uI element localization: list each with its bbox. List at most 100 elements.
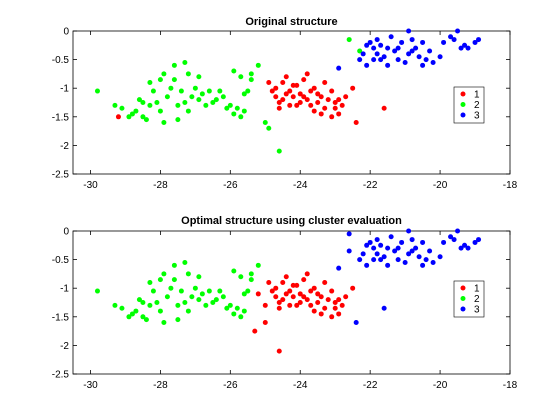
data-point-series-2 (224, 305, 230, 311)
data-point-series-1 (294, 282, 300, 288)
data-point-series-2 (157, 308, 163, 314)
data-point-series-2 (220, 94, 226, 100)
data-point-series-2 (231, 68, 237, 74)
x-tick-label: -20 (433, 380, 448, 391)
data-point-series-3 (364, 242, 370, 248)
data-point-series-1 (280, 279, 286, 285)
data-point-series-3 (472, 239, 478, 245)
data-point-series-1 (329, 314, 335, 320)
data-point-series-3 (367, 39, 373, 45)
data-point-series-2 (112, 102, 118, 108)
legend-marker (460, 296, 466, 301)
legend-label: 1 (474, 90, 480, 101)
data-point-series-1 (287, 88, 293, 94)
data-point-series-1 (311, 308, 317, 314)
data-point-series-1 (280, 297, 286, 303)
data-point-series-1 (308, 88, 314, 94)
data-point-series-2 (119, 305, 125, 311)
data-point-series-3 (413, 45, 419, 51)
data-point-series-3 (395, 257, 401, 263)
data-point-series-3 (423, 257, 429, 263)
data-point-series-2 (227, 302, 233, 308)
data-point-series-1 (322, 279, 328, 285)
data-point-series-2 (248, 277, 254, 283)
data-point-series-1 (304, 297, 310, 303)
data-point-series-1 (301, 277, 307, 283)
data-point-series-1 (297, 291, 303, 297)
data-point-series-2 (157, 108, 163, 114)
data-point-series-3 (465, 45, 471, 51)
data-point-series-3 (374, 237, 380, 243)
y-tick-label: -1 (60, 84, 69, 95)
data-point-series-3 (395, 57, 401, 63)
data-point-series-1 (297, 300, 303, 305)
data-point-series-3 (437, 54, 443, 60)
data-point-series-2 (182, 59, 188, 65)
data-point-series-1 (255, 291, 261, 297)
y-tick-label: 0 (63, 227, 69, 238)
data-point-series-3 (385, 45, 391, 51)
data-point-series-1 (283, 74, 289, 80)
data-point-series-3 (409, 248, 415, 254)
data-point-series-3 (381, 254, 387, 260)
data-point-series-2 (192, 285, 198, 291)
data-point-series-3 (427, 248, 433, 254)
data-point-series-2 (241, 91, 247, 97)
data-point-series-2 (255, 62, 261, 68)
data-point-series-2 (161, 271, 167, 277)
data-point-series-3 (455, 28, 461, 34)
data-point-series-1 (290, 94, 296, 100)
data-point-series-3 (458, 245, 464, 251)
data-point-series-3 (441, 239, 447, 245)
data-point-series-2 (140, 300, 146, 305)
data-point-series-1 (350, 285, 356, 291)
data-point-series-2 (140, 100, 146, 105)
data-point-series-1 (318, 94, 324, 100)
data-point-series-2 (126, 114, 132, 120)
data-point-series-1 (304, 97, 310, 103)
data-point-series-2 (192, 85, 198, 91)
y-tick-label: -2.5 (52, 370, 70, 381)
data-point-series-1 (332, 100, 338, 105)
data-point-series-3 (357, 57, 363, 63)
data-point-series-2 (248, 71, 254, 77)
data-point-series-3 (430, 259, 436, 265)
data-point-series-3 (371, 257, 377, 263)
data-point-series-2 (164, 294, 170, 300)
data-point-series-2 (238, 314, 244, 320)
data-point-series-2 (140, 314, 146, 320)
data-point-series-3 (465, 245, 471, 251)
data-point-series-2 (238, 274, 244, 280)
data-point-series-1 (290, 282, 296, 288)
data-point-series-1 (318, 111, 324, 117)
data-point-series-2 (245, 88, 251, 94)
data-point-series-2 (248, 271, 254, 277)
data-point-series-3 (360, 51, 366, 57)
chart-panel-1: Original structure-30 -28 -26 -24 -22 -20 -180… (52, 16, 518, 191)
data-point-series-3 (353, 320, 359, 326)
data-point-series-3 (374, 51, 380, 57)
data-point-series-2 (157, 277, 163, 283)
data-point-series-3 (441, 39, 447, 45)
data-point-series-1 (283, 274, 289, 280)
chart-title: Original structure (245, 16, 337, 28)
data-point-series-2 (175, 302, 181, 308)
data-point-series-2 (150, 88, 156, 94)
data-point-series-1 (294, 82, 300, 88)
data-point-series-1 (297, 100, 303, 105)
data-point-series-2 (136, 97, 142, 103)
data-point-series-2 (185, 71, 191, 77)
data-point-series-1 (287, 302, 293, 308)
data-point-series-1 (336, 297, 342, 303)
y-tick-label: -1 (60, 284, 69, 295)
data-point-series-3 (399, 239, 405, 245)
data-point-series-3 (451, 237, 457, 243)
data-point-series-2 (136, 297, 142, 303)
data-point-series-1 (329, 288, 335, 294)
data-point-series-1 (276, 100, 282, 105)
data-point-series-1 (290, 82, 296, 88)
data-point-series-2 (266, 125, 272, 131)
data-point-series-1 (329, 88, 335, 94)
data-point-series-3 (364, 262, 370, 268)
